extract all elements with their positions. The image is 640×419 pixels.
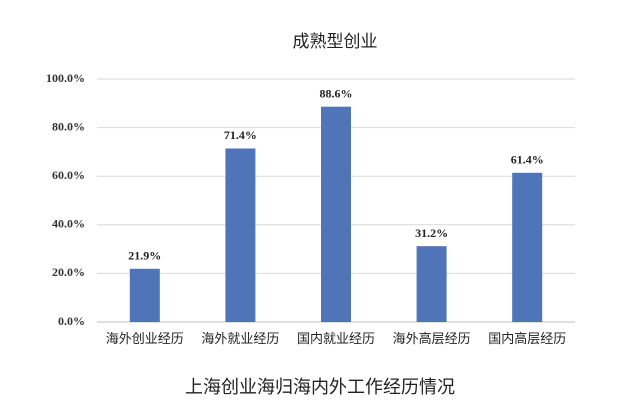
x-tick-label: 海外创业经历 xyxy=(106,331,184,346)
value-label: 31.2% xyxy=(415,226,448,240)
y-tick-label: 20.0% xyxy=(52,265,85,279)
chart-caption: 上海创业海归海内外工作经历情况 xyxy=(185,377,455,397)
value-label: 21.9% xyxy=(128,249,161,263)
y-tick-label: 0.0% xyxy=(58,314,85,328)
x-tick-label: 海外就业经历 xyxy=(201,331,279,346)
bar xyxy=(225,148,256,322)
bar xyxy=(416,246,447,322)
value-label: 61.4% xyxy=(511,153,544,167)
chart-title: 成熟型创业 xyxy=(293,31,378,51)
value-label: 71.4% xyxy=(224,128,257,142)
x-tick-label: 国内高层经历 xyxy=(488,331,566,346)
y-tick-label: 40.0% xyxy=(52,217,85,231)
y-tick-label: 60.0% xyxy=(52,168,85,182)
bar xyxy=(512,172,543,322)
x-tick-label: 海外高层经历 xyxy=(393,331,471,346)
value-label: 88.6% xyxy=(320,86,353,100)
x-tick-label: 国内就业经历 xyxy=(297,331,375,346)
y-tick-label: 100.0% xyxy=(46,71,85,85)
bar xyxy=(129,268,160,322)
y-tick-label: 80.0% xyxy=(52,119,85,133)
bar xyxy=(321,106,351,323)
